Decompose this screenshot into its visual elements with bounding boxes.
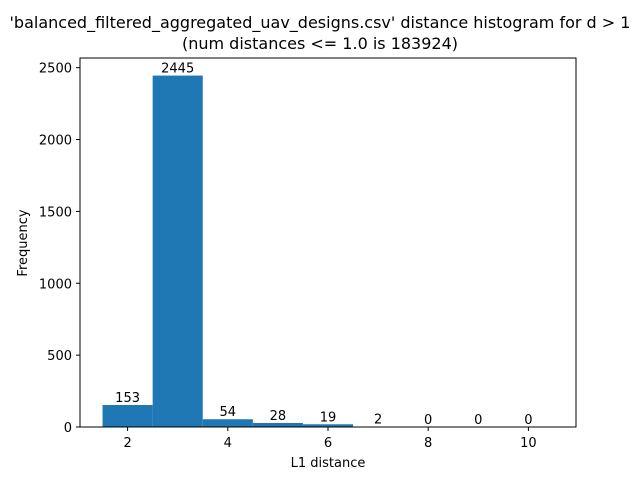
bar-value-label: 54 [220, 405, 237, 420]
histogram-bar [152, 75, 203, 428]
histogram-bar [202, 419, 253, 427]
y-tick-label: 1000 [39, 277, 72, 292]
bar-value-label: 153 [115, 391, 140, 406]
x-tick-label: 8 [424, 436, 432, 451]
y-tick-label: 500 [47, 349, 72, 364]
chart-title: 'balanced_filtered_aggregated_uav_design… [10, 13, 631, 33]
bars-group [102, 75, 404, 428]
bar-value-label: 0 [524, 413, 532, 428]
histogram-bar [102, 405, 153, 427]
y-axis-label: Frequency [16, 209, 31, 276]
y-axis-ticks: 0 500 1000 1500 2000 2500 [39, 62, 80, 436]
bar-value-label: 2 [374, 413, 382, 428]
y-tick-label: 2500 [39, 62, 72, 77]
x-tick-label: 10 [520, 436, 537, 451]
x-tick-label: 4 [224, 436, 232, 451]
bar-value-label: 2445 [161, 62, 194, 77]
y-tick-label: 1500 [39, 205, 72, 220]
x-tick-label: 2 [123, 436, 131, 451]
bar-value-label: 0 [424, 413, 432, 428]
y-tick-label: 0 [64, 421, 72, 436]
histogram-bar [252, 422, 303, 427]
chart-subtitle: (num distances <= 1.0 is 183924) [182, 34, 458, 53]
x-tick-label: 6 [324, 436, 332, 451]
bar-value-label: 19 [320, 410, 337, 425]
bar-labels-group: 153 2445 54 28 19 2 0 0 0 [115, 62, 532, 428]
bar-value-label: 0 [474, 413, 482, 428]
x-axis-ticks: 2 4 6 8 10 [123, 427, 537, 451]
histogram-bar [302, 424, 354, 427]
x-axis-label: L1 distance [291, 456, 366, 471]
bar-value-label: 28 [270, 409, 287, 424]
y-tick-label: 2000 [39, 134, 72, 149]
